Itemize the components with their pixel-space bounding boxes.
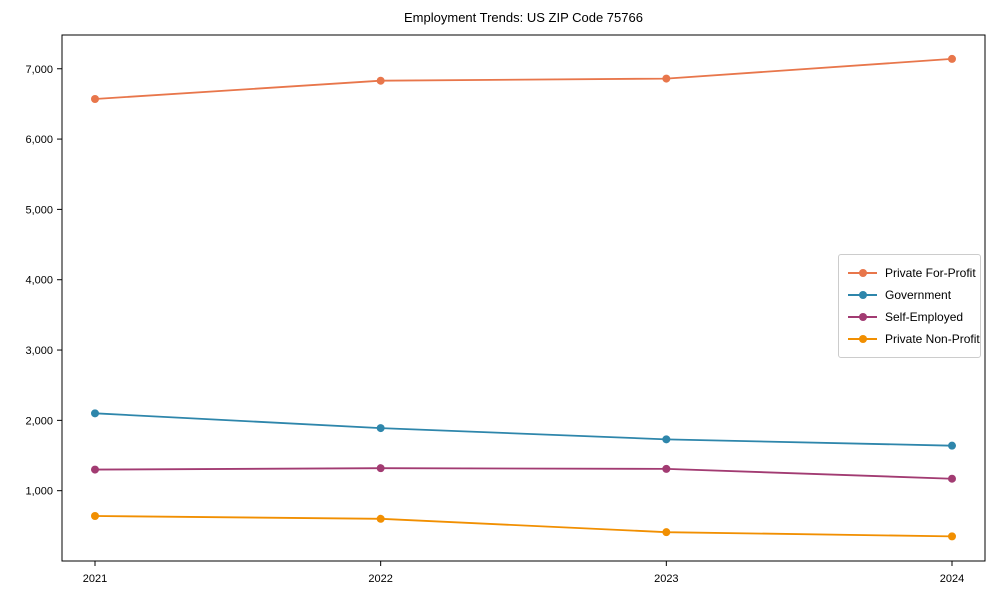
- data-point-marker: [91, 465, 99, 474]
- data-point-marker: [91, 409, 99, 418]
- data-point-marker: [376, 464, 385, 473]
- y-tick-label: 7,000: [25, 64, 53, 76]
- x-tick-label: 2023: [654, 573, 678, 585]
- data-point-marker: [662, 528, 671, 537]
- data-point-marker: [376, 514, 385, 523]
- data-point-marker: [376, 76, 385, 85]
- data-point-marker: [662, 74, 671, 83]
- data-point-marker: [91, 511, 99, 520]
- line-marker-icon: [848, 312, 877, 322]
- y-tick-label: 5,000: [25, 204, 53, 216]
- y-tick-label: 4,000: [25, 275, 53, 287]
- data-point-marker: [91, 94, 99, 103]
- legend-item-government: Government: [848, 284, 972, 306]
- legend-label: Government: [885, 288, 952, 302]
- y-tick-label: 6,000: [25, 134, 53, 146]
- data-point-marker: [948, 54, 956, 63]
- data-point-marker: [948, 474, 956, 483]
- line-marker-icon: [848, 268, 877, 278]
- series-line: [94, 467, 953, 480]
- line-marker-icon: [848, 290, 877, 300]
- legend: Private For-Profit Government Self-Emplo…: [838, 254, 981, 358]
- data-point-marker: [948, 532, 956, 541]
- legend-label: Private For-Profit: [885, 266, 976, 280]
- legend-item-self-employed: Self-Employed: [848, 306, 972, 328]
- series-line: [94, 515, 953, 538]
- x-tick-label: 2021: [83, 573, 107, 585]
- chart-title: Employment Trends: US ZIP Code 75766: [404, 10, 643, 25]
- legend-label: Self-Employed: [885, 310, 964, 324]
- data-point-marker: [948, 441, 956, 450]
- data-point-marker: [662, 464, 671, 473]
- y-tick-label: 3,000: [25, 345, 53, 357]
- x-tick-label: 2022: [368, 573, 392, 585]
- legend-label: Private Non-Profit: [885, 332, 980, 346]
- y-tick-label: 1,000: [25, 486, 53, 498]
- series-line: [94, 412, 953, 447]
- legend-item-private-non-profit: Private Non-Profit: [848, 328, 980, 350]
- legend-item-private-for-profit: Private For-Profit: [848, 262, 976, 284]
- line-marker-icon: [848, 334, 877, 344]
- series-line: [94, 58, 953, 100]
- x-tick-label: 2024: [940, 573, 964, 585]
- plot-frame: [61, 34, 986, 562]
- data-point-marker: [376, 424, 385, 433]
- y-tick-label: 2,000: [25, 415, 53, 427]
- data-point-marker: [662, 435, 671, 444]
